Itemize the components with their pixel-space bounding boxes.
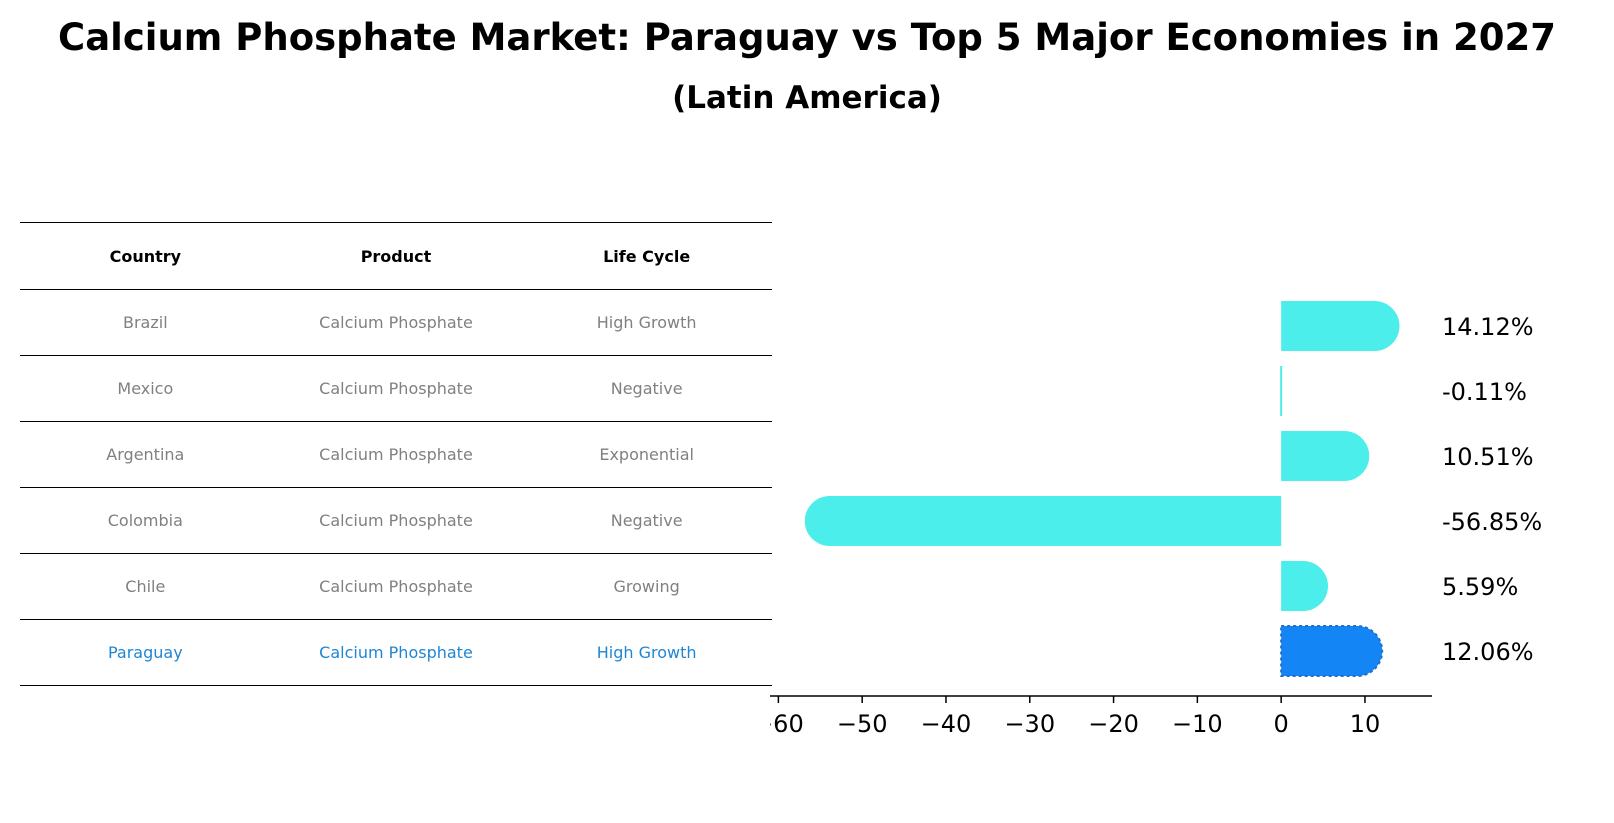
x-tick-label: −30 <box>1004 710 1055 738</box>
bar-argentina <box>1281 431 1370 481</box>
header-product: Product <box>360 246 432 266</box>
x-tick-label: −50 <box>837 710 888 738</box>
cell-product: Calcium Phosphate <box>319 445 473 464</box>
table-row: Mexico Calcium Phosphate Negative <box>20 356 772 422</box>
cell-product: Calcium Phosphate <box>319 379 473 398</box>
value-label-mexico: -0.11% <box>1442 378 1527 406</box>
bar-chart: 14.12% -0.11% 10.51% -56.85% 5.59% 12.06% −60 −… <box>770 301 1542 738</box>
cell-country: Colombia <box>107 511 183 530</box>
x-tick-label: −10 <box>1172 710 1223 738</box>
chart-title: Calcium Phosphate Market: Paraguay vs To… <box>58 16 1556 59</box>
x-tick-label: −40 <box>921 710 972 738</box>
cell-product: Calcium Phosphate <box>319 511 473 530</box>
value-label-argentina: 10.51% <box>1442 443 1534 471</box>
bar-brazil <box>1281 301 1400 351</box>
value-label-chile: 5.59% <box>1442 573 1518 601</box>
table-row-highlight: Paraguay Calcium Phosphate High Growth <box>20 620 772 686</box>
table-header-row: Country Product Life Cycle <box>20 222 772 290</box>
table-row: Colombia Calcium Phosphate Negative <box>20 488 772 554</box>
value-label-colombia: -56.85% <box>1442 508 1542 536</box>
bar-chile <box>1281 561 1329 611</box>
chart-subtitle: (Latin America) <box>672 80 942 116</box>
value-label-paraguay: 12.06% <box>1442 638 1534 666</box>
cell-life-cycle: High Growth <box>596 643 697 662</box>
table-row: Argentina Calcium Phosphate Exponential <box>20 422 772 488</box>
table-row: Brazil Calcium Phosphate High Growth <box>20 290 772 356</box>
cell-life-cycle: Growing <box>613 577 680 596</box>
x-tick-label: −20 <box>1088 710 1139 738</box>
bar-mexico <box>1280 366 1283 416</box>
cell-life-cycle: High Growth <box>596 313 697 332</box>
cell-product: Calcium Phosphate <box>319 577 473 596</box>
cell-country: Brazil <box>123 313 168 332</box>
x-tick-label: 10 <box>1350 710 1381 738</box>
x-tick-label: −60 <box>770 710 804 738</box>
bar-colombia <box>804 496 1282 546</box>
header-country: Country <box>109 246 182 266</box>
cell-country: Mexico <box>117 379 174 398</box>
cell-country: Argentina <box>106 445 185 464</box>
cell-product: Calcium Phosphate <box>319 313 473 332</box>
cell-country: Paraguay <box>107 643 183 662</box>
cell-life-cycle: Exponential <box>599 445 694 464</box>
cell-country: Chile <box>125 577 166 596</box>
cell-life-cycle: Negative <box>610 511 683 530</box>
data-table: Country Product Life Cycle Brazil Calciu… <box>20 222 772 686</box>
cell-product: Calcium Phosphate <box>319 643 473 662</box>
header-life-cycle: Life Cycle <box>603 246 691 266</box>
cell-life-cycle: Negative <box>610 379 683 398</box>
bar-paraguay <box>1280 625 1384 677</box>
table-row: Chile Calcium Phosphate Growing <box>20 554 772 620</box>
x-tick-label: 0 <box>1274 710 1289 738</box>
value-label-brazil: 14.12% <box>1442 313 1534 341</box>
